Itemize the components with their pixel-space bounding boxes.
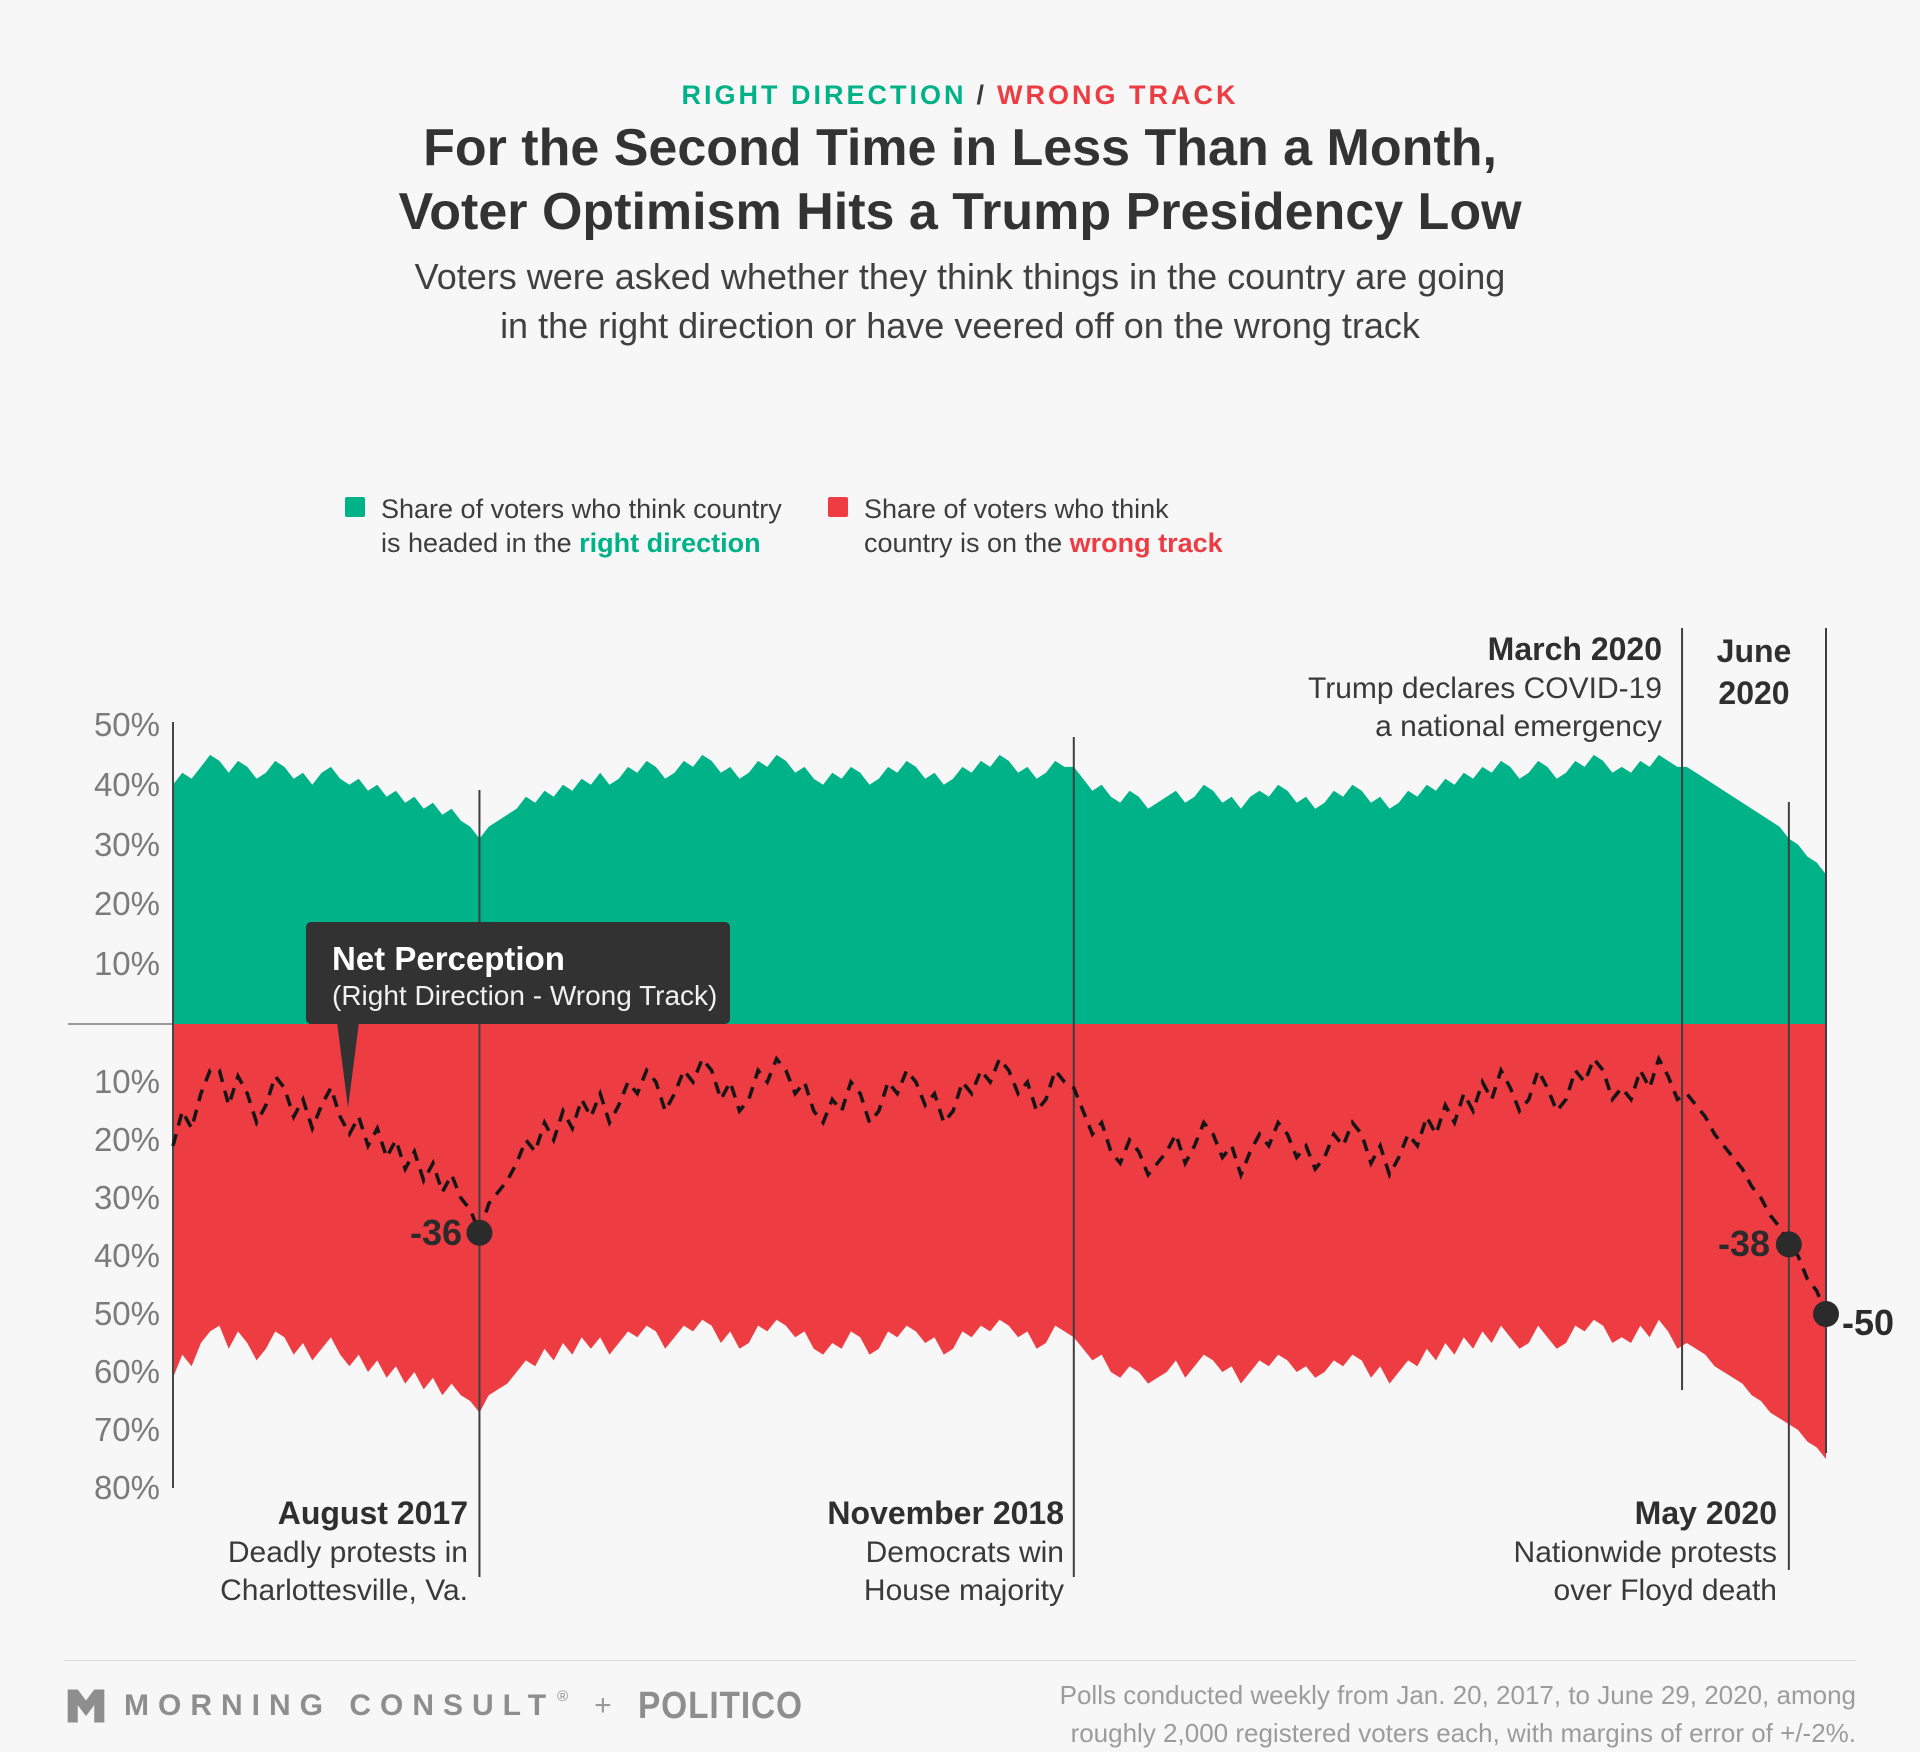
net-point--36 [466, 1219, 493, 1246]
annotation-march-2020-desc2: a national emergency [1375, 710, 1662, 743]
source-note-line2: roughly 2,000 registered voters each, wi… [1070, 1718, 1856, 1748]
legend-right-line2: is headed in the right direction [381, 526, 782, 560]
annotation-may-2020: May 2020 Nationwide protests over Floyd … [1514, 1492, 1777, 1610]
annotation-august-2017-desc2: Charlottesville, Va. [220, 1574, 468, 1607]
y-axis-label-70pct: 70% [93, 1411, 160, 1448]
legend-wrong-track-text: Share of voters who think country is on … [864, 492, 1223, 560]
y-axis-label-50pct: 50% [93, 706, 160, 743]
subtitle-line-1: Voters were asked whether they think thi… [414, 256, 1506, 297]
annotation-june-2020-line2: 2020 [1718, 675, 1790, 711]
annotation-may-2020-desc2: over Floyd death [1553, 1574, 1777, 1607]
annotation-may-2020-desc1: Nationwide protests [1513, 1536, 1777, 1569]
tooltip-pointer [337, 1022, 359, 1108]
y-axis-label-10pct: 10% [93, 1063, 160, 1100]
annotation-march-2020-desc1: Trump declares COVID-19 [1308, 672, 1662, 705]
morning-consult-wordmark: MORNING CONSULT [124, 1689, 556, 1722]
y-axis-label-30pct: 30% [93, 1179, 160, 1216]
annotation-august-2017: August 2017 Deadly protests in Charlotte… [220, 1492, 468, 1610]
annotation-august-2017-title: August 2017 [277, 1495, 468, 1531]
annotation-august-2017-desc1: Deadly protests in [227, 1536, 468, 1569]
eyebrow-wrong-track: WRONG TRACK [997, 80, 1239, 110]
annotation-november-2018-title: November 2018 [827, 1495, 1064, 1531]
y-axis-label-20pct: 20% [93, 885, 160, 923]
annotation-june-2020: June 2020 [1682, 630, 1826, 714]
net-point--38 [1775, 1231, 1802, 1258]
annotation-november-2018-desc1: Democrats win [865, 1536, 1064, 1569]
wrong-track-area [173, 1024, 1826, 1459]
page-title: For the Second Time in Less Than a Month… [0, 116, 1920, 244]
legend-wrong-line2: country is on the wrong track [864, 526, 1223, 560]
annotation-november-2018: November 2018 Democrats win House majori… [827, 1492, 1064, 1610]
y-axis-label-50pct: 50% [93, 1295, 160, 1332]
legend-right-line2-prefix: is headed in the [381, 528, 580, 558]
net-perception-dashed-line [171, 1054, 1828, 1315]
y-axis-label-10pct: 10% [93, 945, 160, 983]
registered-mark: ® [557, 1687, 569, 1705]
net-label-june-2020: -50 [1842, 1302, 1895, 1343]
y-axis-label-20pct: 20% [93, 1121, 160, 1158]
eyebrow-right-direction: RIGHT DIRECTION [681, 80, 967, 110]
legend-wrong-line1: Share of voters who think [864, 494, 1169, 524]
legend-wrong-track: Share of voters who think country is on … [828, 492, 1223, 560]
source-note: Polls conducted weekly from Jan. 20, 201… [1060, 1676, 1856, 1752]
plus-sign: + [594, 1689, 612, 1722]
legend-swatch-red [828, 497, 848, 517]
source-note-line1: Polls conducted weekly from Jan. 20, 201… [1059, 1680, 1856, 1710]
y-axis-label-80pct: 80% [93, 1469, 160, 1506]
y-axis-label-30pct: 30% [93, 825, 160, 863]
eyebrow-heading: RIGHT DIRECTION / WRONG TRACK [0, 80, 1920, 111]
annotation-march-2020: March 2020 Trump declares COVID-19 a nat… [1308, 628, 1662, 746]
net-point--50 [1813, 1301, 1839, 1327]
annotation-march-2020-title: March 2020 [1487, 631, 1662, 667]
legend-right-line2-highlight: right direction [579, 528, 761, 558]
legend-right-line1: Share of voters who think country [381, 494, 782, 524]
legend-right-direction: Share of voters who think country is hea… [345, 492, 782, 560]
annotation-november-2018-desc2: House majority [863, 1574, 1064, 1607]
annotation-may-2020-title: May 2020 [1634, 1495, 1777, 1531]
net-perception-tooltip: Net Perception (Right Direction - Wrong … [306, 922, 730, 1024]
y-axis-label-40pct: 40% [93, 765, 160, 803]
net-label-aug-2017: -36 [409, 1212, 462, 1253]
tooltip-subtitle: (Right Direction - Wrong Track) [332, 980, 718, 1011]
title-line-1: For the Second Time in Less Than a Month… [423, 119, 1497, 177]
subtitle-line-2: in the right direction or have veered of… [500, 305, 1420, 346]
net-label-may-2020: -38 [1717, 1223, 1770, 1264]
politico-wordmark: POLITICO [637, 1684, 803, 1727]
legend-right-direction-text: Share of voters who think country is hea… [381, 492, 782, 560]
tooltip-title: Net Perception [332, 940, 565, 977]
page-subtitle: Voters were asked whether they think thi… [0, 252, 1920, 350]
legend-wrong-line2-prefix: country is on the [864, 528, 1070, 558]
annotation-june-2020-line1: June [1716, 633, 1792, 669]
y-axis-label-40pct: 40% [93, 1237, 160, 1274]
title-line-2: Voter Optimism Hits a Trump Presidency L… [398, 183, 1522, 241]
eyebrow-separator: / [976, 80, 988, 110]
legend-wrong-line2-highlight: wrong track [1069, 528, 1223, 558]
morning-consult-logo-icon [67, 1689, 105, 1723]
footer-brand-lockup: MORNING CONSULT ® + POLITICO [64, 1684, 825, 1728]
footer-divider [64, 1660, 1856, 1661]
y-axis-label-60pct: 60% [93, 1353, 160, 1390]
legend-swatch-green [345, 497, 365, 517]
